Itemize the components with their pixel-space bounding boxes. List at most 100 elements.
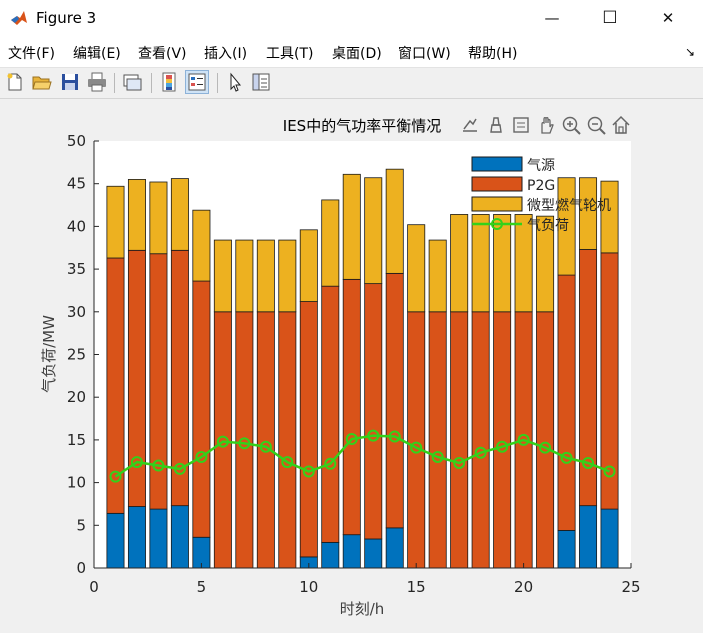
- chart-title: IES中的气功率平衡情况: [283, 117, 441, 135]
- gas-load-line: [114, 434, 610, 478]
- y-tick-label: 5: [76, 516, 86, 534]
- bar-gas-source-h2: [127, 506, 146, 569]
- bar-p2g-h6: [213, 311, 232, 569]
- bar-micro-turbine-h6: [213, 239, 232, 313]
- axes-toolbar: [463, 115, 630, 135]
- gas-load-point-h3: [152, 459, 165, 472]
- x-tick-label: 15: [407, 578, 426, 596]
- y-tick-label: 40: [67, 217, 86, 235]
- bar-micro-turbine-h24: [600, 180, 619, 254]
- menu-overflow-icon[interactable]: ↘: [684, 45, 695, 59]
- bar-p2g-h17: [450, 311, 469, 569]
- pointer-icon[interactable]: [224, 71, 246, 93]
- bar-micro-turbine-h5: [192, 209, 211, 282]
- bar-gas-source-h24: [600, 508, 619, 569]
- bar-micro-turbine-h7: [235, 239, 254, 313]
- insert-colorbar-icon[interactable]: [158, 71, 180, 93]
- print-icon[interactable]: [86, 71, 108, 93]
- brush-icon[interactable]: [490, 117, 502, 133]
- close-button[interactable]: ✕: [661, 9, 675, 27]
- bar-micro-turbine-h10: [299, 229, 318, 302]
- home-icon[interactable]: [612, 115, 630, 134]
- figure-canvas[interactable]: 0 5 10 15 20 25 0 5 10 15 20 25 30 35 40 45 50 IES中的气功率平…: [0, 99, 703, 629]
- zoom-out-icon[interactable]: [587, 116, 606, 135]
- link-plot-icon[interactable]: [121, 71, 143, 93]
- datatip-icon[interactable]: [513, 117, 529, 133]
- bar-micro-turbine-h12: [342, 173, 361, 280]
- legend-marker: [491, 218, 503, 230]
- menu-file[interactable]: 文件(F): [8, 46, 55, 62]
- y-axis-label: 气负荷/MW: [40, 315, 58, 393]
- bar-p2g-h21: [536, 311, 555, 569]
- bar-p2g-h8: [256, 311, 275, 569]
- bar-micro-turbine-h13: [364, 177, 383, 285]
- bar-gas-source-h4: [170, 505, 189, 569]
- bar-micro-turbine-h22: [557, 177, 576, 276]
- new-figure-icon[interactable]: [4, 71, 26, 93]
- gas-load-point-h13: [367, 429, 380, 442]
- bar-gas-source-h14: [385, 527, 404, 569]
- menu-window[interactable]: 窗口(W): [398, 46, 451, 62]
- legend-label: 微型燃气轮机: [527, 197, 611, 214]
- bar-micro-turbine-h17: [450, 214, 469, 313]
- bar-micro-turbine-h18: [471, 214, 490, 313]
- bar-gas-source-h11: [321, 541, 340, 569]
- gas-load-point-h6: [216, 435, 229, 448]
- menu-desktop[interactable]: 桌面(D): [332, 46, 382, 62]
- bar-p2g-h11: [321, 285, 340, 543]
- bar-micro-turbine-h3: [149, 181, 168, 255]
- bar-micro-turbine-h23: [579, 177, 598, 250]
- gas-load-point-h12: [345, 433, 358, 446]
- zoom-in-icon[interactable]: [562, 116, 581, 135]
- gas-load-point-h15: [410, 441, 423, 454]
- bar-p2g-h10: [299, 301, 318, 558]
- figure-toolbar: [0, 68, 703, 99]
- bar-p2g-h19: [493, 311, 512, 569]
- save-icon[interactable]: [59, 71, 81, 93]
- bar-micro-turbine-h9: [278, 239, 297, 313]
- legend-swatch: [471, 156, 523, 172]
- bar-micro-turbine-h15: [407, 224, 426, 313]
- bar-gas-source-h1: [106, 512, 125, 569]
- minimize-button[interactable]: —: [544, 9, 560, 27]
- export-icon[interactable]: [463, 118, 477, 132]
- property-inspector-icon[interactable]: [250, 71, 272, 93]
- insert-legend-icon[interactable]: [185, 70, 209, 94]
- bar-gas-source-h13: [364, 538, 383, 569]
- bar-gas-source-h12: [342, 534, 361, 569]
- bar-micro-turbine-h20: [514, 214, 533, 313]
- bar-micro-turbine-h21: [536, 215, 555, 313]
- x-tick-label: 20: [514, 578, 533, 596]
- bar-p2g-h7: [235, 311, 254, 569]
- bar-p2g-h18: [471, 311, 490, 569]
- bar-chart: 0 5 10 15 20 25 0 5 10 15 20 25 30 35 40 45 50 IES中的气功率平…: [40, 115, 641, 618]
- bar-micro-turbine-h19: [493, 214, 512, 313]
- gas-load-point-h24: [603, 465, 616, 478]
- menu-help[interactable]: 帮助(H): [468, 46, 518, 62]
- menu-view[interactable]: 查看(V): [138, 46, 187, 62]
- gas-load-point-h20: [517, 433, 530, 446]
- gas-load-point-h23: [582, 456, 595, 469]
- x-tick-label: 5: [197, 578, 207, 596]
- pan-icon[interactable]: [541, 117, 554, 134]
- x-tick-label: 10: [299, 578, 318, 596]
- maximize-button[interactable]: ☐: [602, 8, 618, 28]
- gas-load-point-h1: [109, 470, 122, 483]
- y-tick-label: 30: [67, 303, 86, 321]
- menu-tools[interactable]: 工具(T): [266, 46, 314, 62]
- menu-bar: 文件(F) 编辑(E) 查看(V) 插入(I) 工具(T) 桌面(D) 窗口(W…: [0, 37, 703, 68]
- bar-p2g-h16: [428, 311, 447, 569]
- menu-insert[interactable]: 插入(I): [204, 46, 248, 62]
- bar-micro-turbine-h16: [428, 239, 447, 313]
- open-file-icon[interactable]: [31, 71, 53, 93]
- matlab-logo-icon: [11, 11, 27, 25]
- gas-load-point-h22: [560, 451, 573, 464]
- gas-load-point-h8: [259, 440, 272, 453]
- y-tick-label: 15: [67, 431, 86, 449]
- bar-p2g-h13: [364, 283, 383, 540]
- menu-edit[interactable]: 编辑(E): [73, 46, 121, 62]
- y-tick-label: 45: [67, 175, 86, 193]
- legend-swatch: [471, 176, 523, 192]
- bar-micro-turbine-h2: [127, 179, 146, 251]
